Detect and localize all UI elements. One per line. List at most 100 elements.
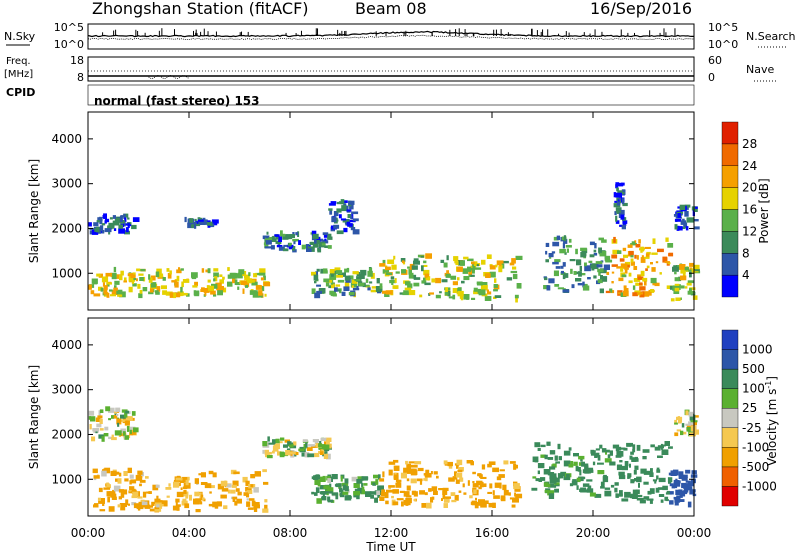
- range-cell: [103, 213, 107, 220]
- range-cell: [306, 244, 309, 249]
- range-cell: [117, 478, 122, 484]
- range-cell: [645, 268, 648, 271]
- range-cell: [584, 283, 588, 286]
- range-cell: [635, 282, 639, 286]
- range-cell: [98, 487, 103, 493]
- range-cell: [382, 259, 386, 265]
- range-cell: [673, 479, 677, 484]
- range-cell: [149, 508, 156, 512]
- range-cell: [676, 211, 684, 214]
- range-cell: [278, 236, 282, 242]
- range-cell: [306, 447, 313, 451]
- range-cell: [320, 451, 324, 455]
- range-cell: [433, 490, 438, 495]
- range-cell: [337, 279, 345, 283]
- range-cell: [137, 283, 141, 289]
- range-cell: [125, 499, 129, 506]
- range-cell: [309, 241, 314, 245]
- range-cell: [547, 483, 555, 488]
- colorbar-swatch: [721, 368, 739, 389]
- noise-left-label: N.Sky: [4, 30, 36, 43]
- range-cell: [254, 471, 261, 477]
- range-cell: [100, 287, 104, 292]
- colorbar-label: -25: [742, 421, 762, 435]
- range-cell: [379, 478, 385, 482]
- range-cell: [408, 461, 416, 464]
- range-cell: [446, 270, 449, 275]
- range-cell: [582, 285, 590, 291]
- range-cell: [343, 203, 347, 207]
- x-tick-label: 00:00: [71, 526, 106, 540]
- range-cell: [401, 269, 406, 274]
- range-cell: [563, 460, 571, 467]
- range-cell: [551, 251, 556, 254]
- range-cell: [119, 503, 126, 507]
- range-cell: [246, 490, 253, 494]
- range-cell: [614, 487, 618, 493]
- range-cell: [395, 271, 400, 274]
- range-cell: [664, 261, 670, 264]
- range-cell: [492, 467, 499, 473]
- range-cell: [457, 290, 464, 297]
- range-cell: [634, 254, 637, 259]
- range-cell: [392, 489, 399, 494]
- range-cell: [636, 494, 643, 498]
- range-cell: [582, 483, 590, 487]
- range-cell: [193, 498, 200, 505]
- range-cell: [540, 444, 546, 448]
- range-cell: [322, 493, 325, 500]
- range-cell: [579, 273, 586, 276]
- range-cell: [231, 484, 237, 488]
- range-cell: [108, 418, 111, 421]
- range-cell: [419, 478, 423, 485]
- range-cell: [587, 485, 592, 490]
- range-cell: [132, 217, 140, 222]
- range-cell: [125, 227, 129, 233]
- range-cell: [640, 257, 646, 263]
- velocity-data: [88, 406, 699, 513]
- range-cell: [353, 491, 360, 496]
- range-cell: [316, 474, 320, 477]
- range-cell: [632, 449, 636, 453]
- range-cell: [321, 491, 328, 495]
- range-cell: [442, 490, 448, 495]
- range-cell: [425, 253, 432, 259]
- range-cell: [206, 222, 213, 226]
- range-cell: [207, 220, 211, 223]
- range-cell: [264, 238, 267, 244]
- range-cell: [473, 287, 478, 292]
- range-cell: [460, 260, 465, 266]
- colorbar-swatch: [721, 187, 739, 210]
- colorbar-label: 28: [742, 137, 757, 151]
- range-cell: [679, 297, 682, 300]
- range-cell: [112, 274, 117, 277]
- range-cell: [280, 233, 286, 237]
- range-cell: [531, 487, 538, 491]
- cpid-label: CPID: [6, 86, 35, 99]
- range-cell: [665, 492, 672, 495]
- range-cell: [577, 283, 583, 286]
- range-cell: [347, 214, 352, 219]
- range-cell: [88, 416, 91, 420]
- range-cell: [96, 273, 101, 277]
- range-cell: [247, 507, 254, 510]
- range-cell: [382, 290, 387, 294]
- range-cell: [413, 260, 420, 265]
- range-cell: [313, 274, 319, 281]
- range-cell: [423, 478, 427, 481]
- range-cell: [235, 488, 240, 492]
- range-cell: [250, 484, 254, 488]
- range-cell: [590, 449, 595, 454]
- range-cell: [319, 485, 326, 490]
- range-cell: [98, 410, 101, 416]
- range-cell: [376, 278, 380, 284]
- range-cell: [512, 498, 519, 503]
- range-cell: [588, 260, 593, 263]
- colorbar-swatch: [721, 349, 739, 370]
- range-cell: [343, 286, 350, 291]
- range-cell: [419, 294, 423, 298]
- range-cell: [191, 272, 198, 278]
- range-cell: [348, 291, 355, 296]
- range-cell: [674, 271, 677, 275]
